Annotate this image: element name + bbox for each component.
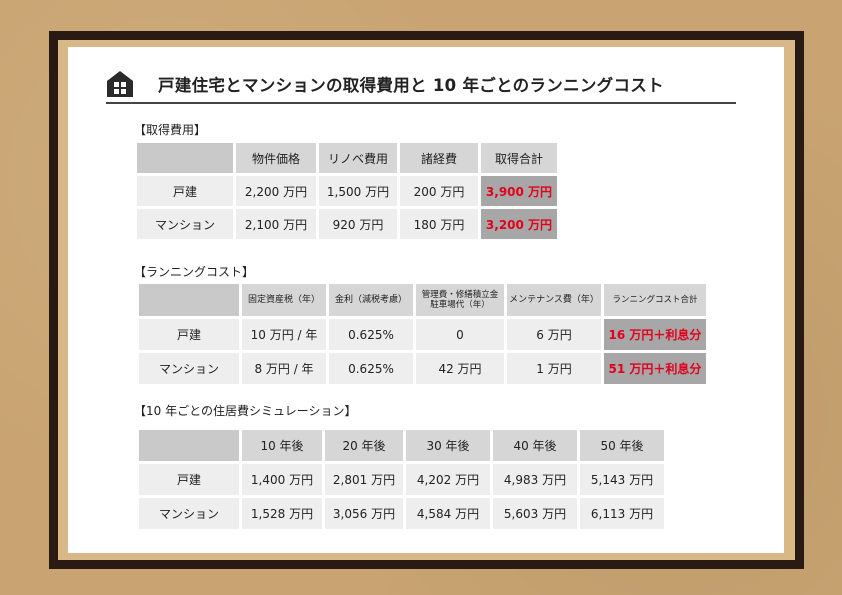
header-line: 駐車場代（年） bbox=[430, 300, 490, 310]
simulation-table: 10 年後 20 年後 30 年後 40 年後 50 年後 戸建 1,400 万… bbox=[136, 427, 667, 532]
table-cell: 2,801 万円 bbox=[325, 464, 403, 495]
row-header: マンション bbox=[139, 353, 239, 384]
table-cell: 1,500 万円 bbox=[319, 176, 397, 206]
table-cell: 8 万円 / 年 bbox=[242, 353, 326, 384]
row-header: マンション bbox=[137, 209, 233, 239]
page-title: 戸建住宅とマンションの取得費用と 10 年ごとのランニングコスト bbox=[158, 76, 664, 95]
column-header: 20 年後 bbox=[325, 430, 403, 461]
column-header: リノベ費用 bbox=[319, 143, 397, 173]
column-header: 30 年後 bbox=[406, 430, 490, 461]
table-cell: 1,528 万円 bbox=[242, 498, 322, 529]
total-cell: 3,200 万円 bbox=[481, 209, 557, 239]
table-cell: 6,113 万円 bbox=[580, 498, 664, 529]
table-cell: 1,400 万円 bbox=[242, 464, 322, 495]
table-cell: 0.625% bbox=[329, 319, 413, 350]
table-cell: 3,056 万円 bbox=[325, 498, 403, 529]
column-header: 取得合計 bbox=[481, 143, 557, 173]
column-header: 固定資産税（年） bbox=[242, 284, 326, 316]
table-cell: 4,983 万円 bbox=[493, 464, 577, 495]
table-cell: 5,603 万円 bbox=[493, 498, 577, 529]
table-corner bbox=[139, 430, 239, 461]
table-cell: 2,100 万円 bbox=[236, 209, 316, 239]
table-cell: 0.625% bbox=[329, 353, 413, 384]
table-cell: 6 万円 bbox=[507, 319, 601, 350]
table-cell: 1 万円 bbox=[507, 353, 601, 384]
table-corner bbox=[137, 143, 233, 173]
table-cell: 0 bbox=[416, 319, 504, 350]
column-header: 諸経費 bbox=[400, 143, 478, 173]
acquisition-table: 物件価格 リノベ費用 諸経費 取得合計 戸建 2,200 万円 1,500 万円… bbox=[134, 140, 560, 242]
column-header: 40 年後 bbox=[493, 430, 577, 461]
column-header-multiline: 管理費・修繕積立金 駐車場代（年） bbox=[416, 284, 504, 316]
table-cell: 920 万円 bbox=[319, 209, 397, 239]
header-line: 管理費・修繕積立金 bbox=[421, 290, 499, 300]
row-header: 戸建 bbox=[137, 176, 233, 206]
column-header: ランニングコスト合計 bbox=[604, 284, 706, 316]
column-header: 50 年後 bbox=[580, 430, 664, 461]
row-header: 戸建 bbox=[139, 319, 239, 350]
row-header: マンション bbox=[139, 498, 239, 529]
table-cell: 180 万円 bbox=[400, 209, 478, 239]
house-icon bbox=[107, 71, 133, 97]
column-header: 10 年後 bbox=[242, 430, 322, 461]
column-header: 金利（減税考慮） bbox=[329, 284, 413, 316]
section-label-running: 【ランニングコスト】 bbox=[134, 265, 255, 279]
table-cell: 4,202 万円 bbox=[406, 464, 490, 495]
title-bar: 戸建住宅とマンションの取得費用と 10 年ごとのランニングコスト bbox=[106, 66, 736, 104]
total-cell: 16 万円＋利息分 bbox=[604, 319, 706, 350]
running-cost-table: 固定資産税（年） 金利（減税考慮） 管理費・修繕積立金 駐車場代（年） メンテナ… bbox=[136, 281, 709, 387]
table-cell: 200 万円 bbox=[400, 176, 478, 206]
table-cell: 2,200 万円 bbox=[236, 176, 316, 206]
column-header: 物件価格 bbox=[236, 143, 316, 173]
column-header: メンテナンス費（年） bbox=[507, 284, 601, 316]
row-header: 戸建 bbox=[139, 464, 239, 495]
section-label-simulation: 【10 年ごとの住居費シミュレーション】 bbox=[134, 404, 357, 418]
section-label-acquisition: 【取得費用】 bbox=[134, 123, 207, 137]
total-cell: 51 万円＋利息分 bbox=[604, 353, 706, 384]
table-cell: 42 万円 bbox=[416, 353, 504, 384]
table-cell: 10 万円 / 年 bbox=[242, 319, 326, 350]
table-cell: 4,584 万円 bbox=[406, 498, 490, 529]
table-cell: 5,143 万円 bbox=[580, 464, 664, 495]
table-corner bbox=[139, 284, 239, 316]
total-cell: 3,900 万円 bbox=[481, 176, 557, 206]
